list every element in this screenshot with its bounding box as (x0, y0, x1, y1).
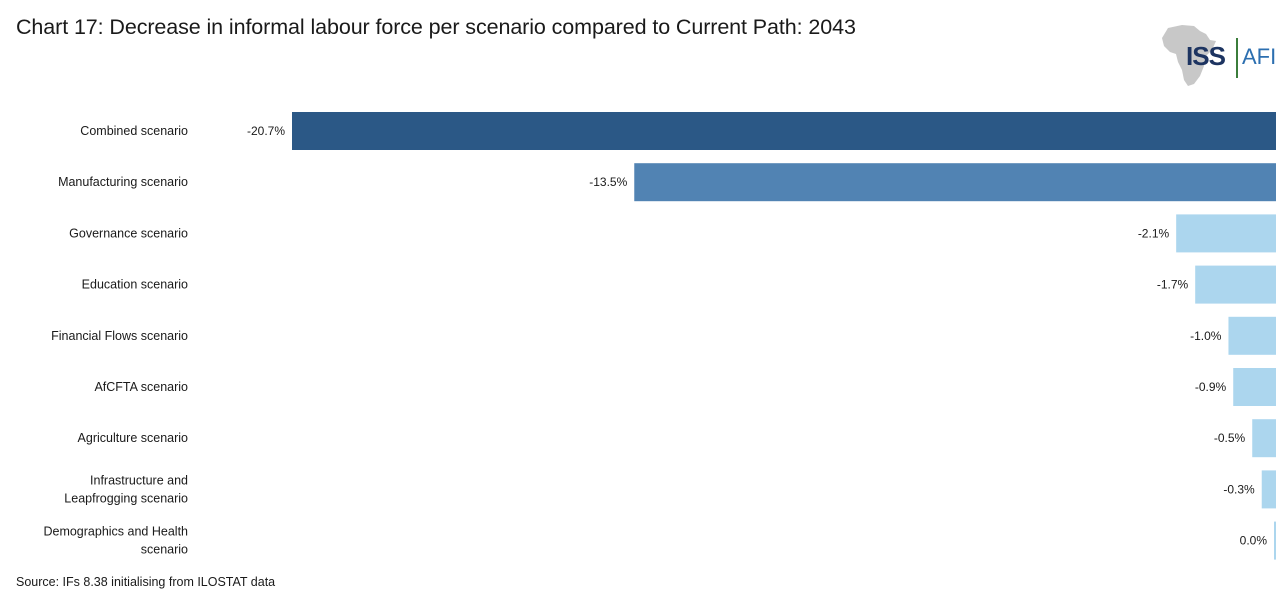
africa-map-icon (1162, 25, 1216, 86)
data-label-0: -20.7% (247, 124, 285, 138)
bar-3 (1195, 265, 1276, 304)
data-label-8: 0.0% (1240, 534, 1268, 548)
iss-africa-logo: ISS AFI (1160, 22, 1288, 88)
logo-divider (1236, 38, 1238, 78)
data-label-5: -0.9% (1195, 380, 1227, 394)
category-label-5: AfCFTA scenario (94, 380, 188, 394)
bar-chart: -20.7% Combined scenario -13.5% Manufacturi… (43, 112, 1276, 560)
category-label-1: Manufacturing scenario (58, 175, 188, 189)
bar-7 (1261, 470, 1276, 509)
data-label-2: -2.1% (1138, 226, 1170, 240)
category-label-3: Education scenario (82, 278, 188, 292)
category-label-2: Governance scenario (69, 226, 188, 240)
bar-1 (634, 163, 1276, 202)
bar-5 (1233, 368, 1276, 406)
bar-8 (1274, 521, 1276, 560)
bar-0 (292, 112, 1276, 150)
category-label-0: Combined scenario (80, 124, 188, 138)
logo-text-secondary: AFI (1242, 44, 1277, 69)
category-label-6: Agriculture scenario (78, 431, 189, 445)
bar-6 (1252, 419, 1276, 458)
data-label-4: -1.0% (1190, 329, 1222, 343)
chart-title: Chart 17: Decrease in informal labour fo… (16, 15, 856, 39)
data-label-7: -0.3% (1223, 482, 1255, 496)
category-label-7: Infrastructure and Leapfrogging scenario (64, 473, 188, 505)
source-note: Source: IFs 8.38 initialising from ILOST… (16, 575, 276, 589)
bar-2 (1176, 214, 1276, 253)
data-label-1: -13.5% (589, 175, 627, 189)
bar-4 (1228, 316, 1276, 355)
data-label-6: -0.5% (1214, 431, 1246, 445)
category-label-8: Demographics and Health scenario (43, 525, 188, 557)
data-label-3: -1.7% (1157, 278, 1189, 292)
logo-text: ISS (1186, 41, 1226, 71)
category-label-4: Financial Flows scenario (51, 329, 188, 343)
